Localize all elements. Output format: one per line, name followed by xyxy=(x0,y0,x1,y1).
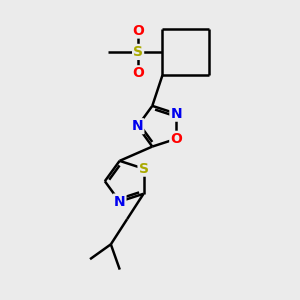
Text: O: O xyxy=(132,66,144,80)
Text: O: O xyxy=(170,132,182,146)
Text: S: S xyxy=(139,162,148,176)
Text: N: N xyxy=(132,119,143,133)
Text: N: N xyxy=(114,195,125,208)
Text: N: N xyxy=(170,106,182,121)
Text: O: O xyxy=(132,23,144,38)
Text: S: S xyxy=(133,45,143,59)
